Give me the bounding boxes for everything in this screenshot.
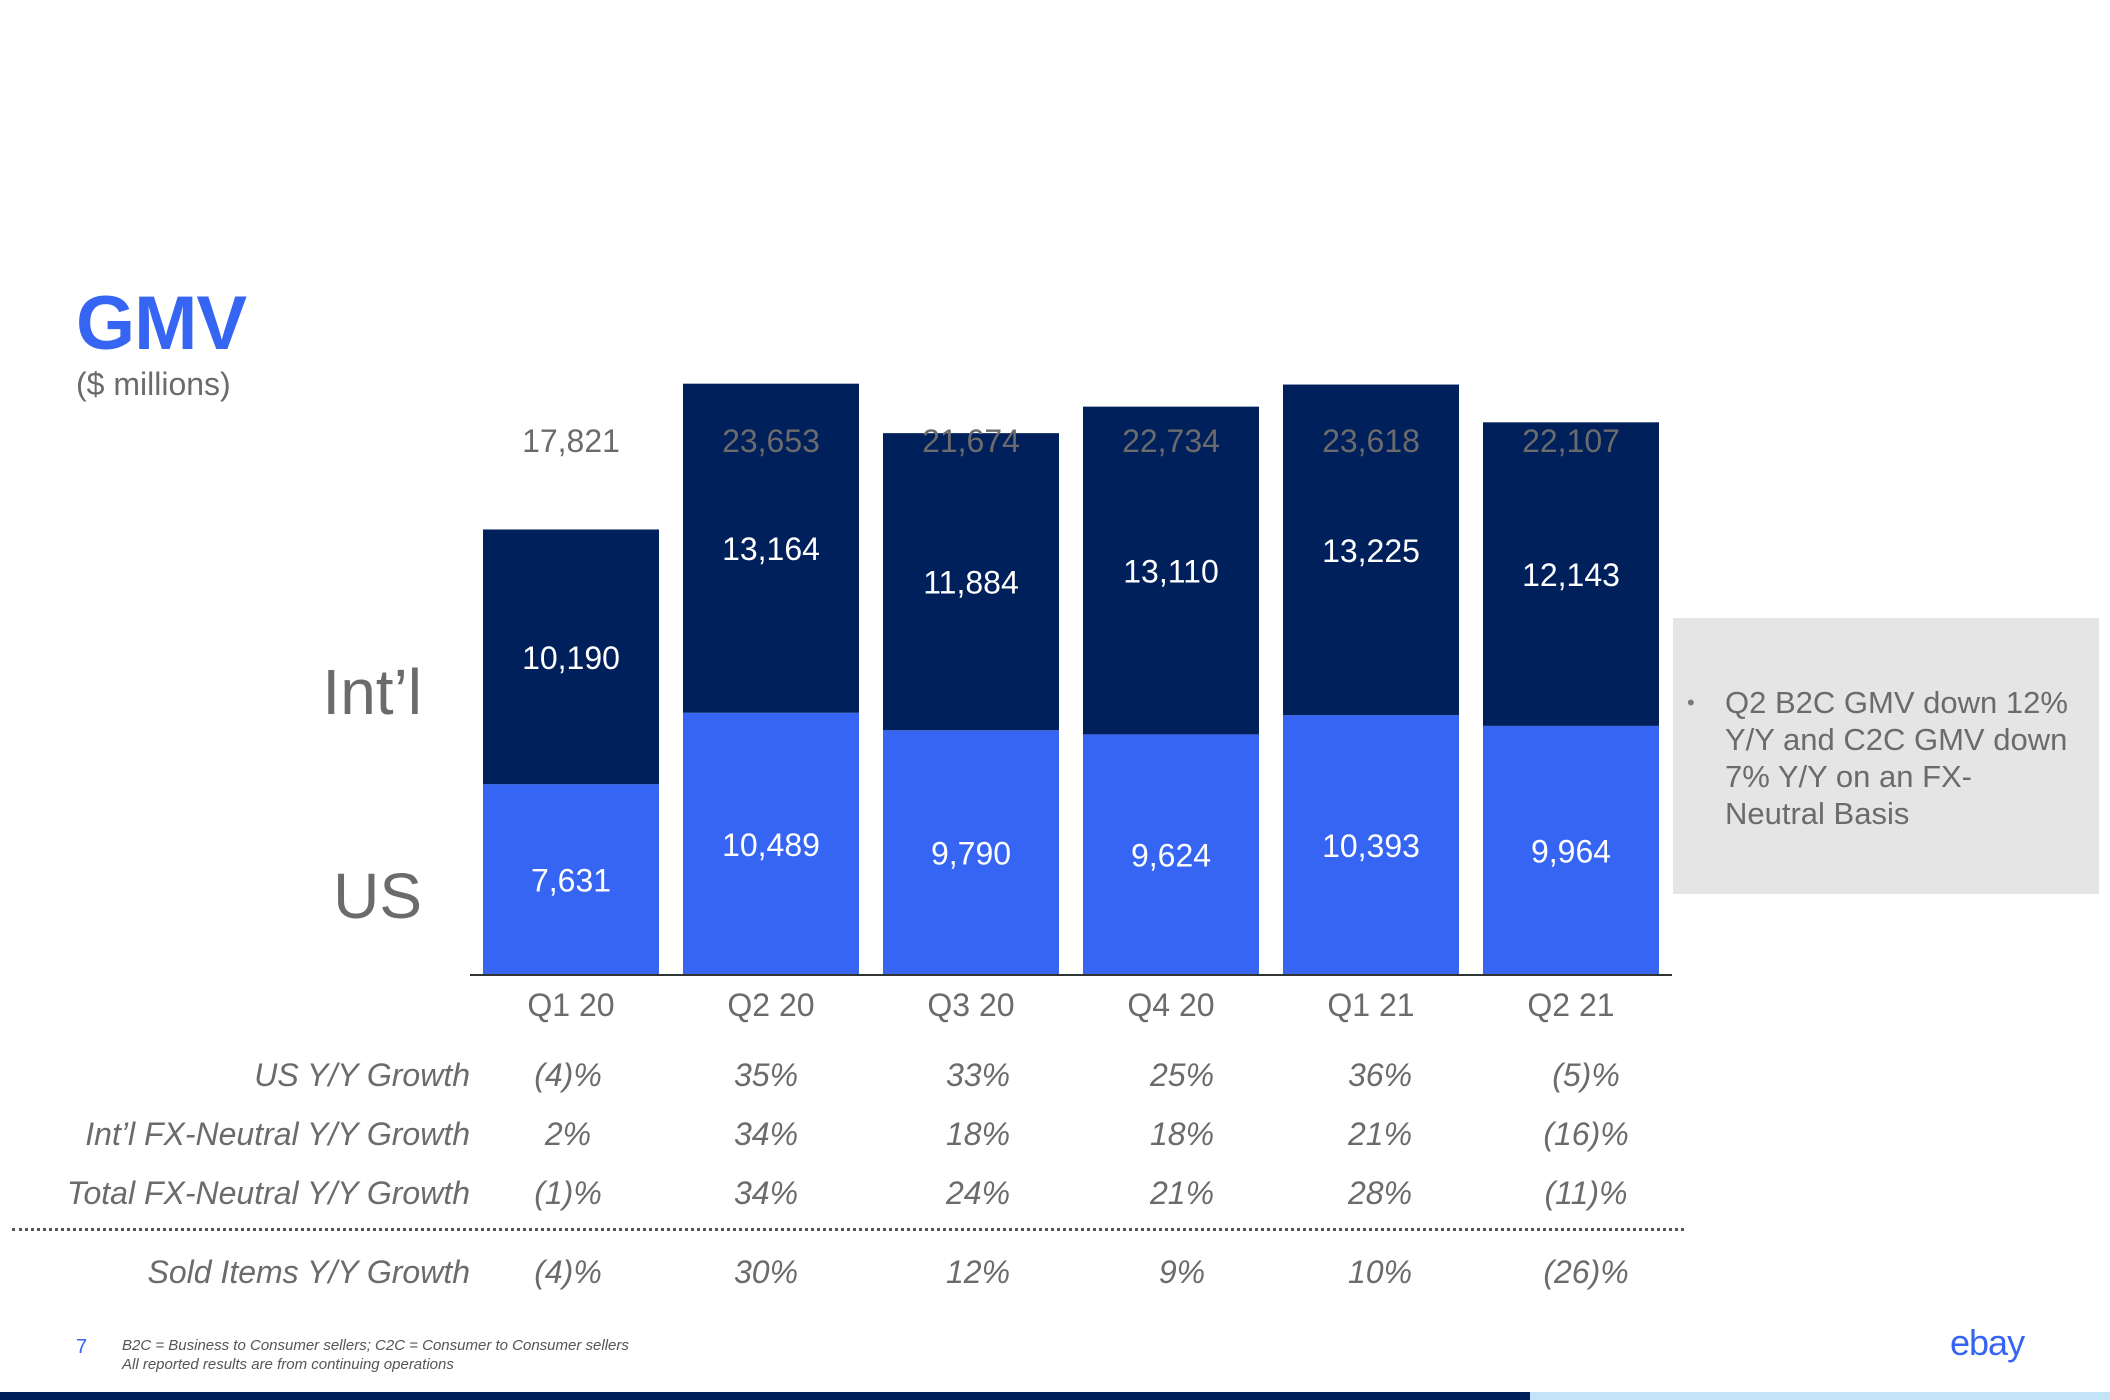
growth-cell-1-0: 2% — [544, 1116, 592, 1152]
growth-cell-0-4: 36% — [1347, 1057, 1413, 1093]
data-label-intl-0: 10,190 — [522, 640, 620, 676]
footnotes: B2C = Business to Consumer sellers; C2C … — [122, 1336, 629, 1374]
bar-intl-0 — [483, 529, 659, 785]
bottom-bar-light — [1530, 1392, 2110, 1400]
total-label-2: 21,674 — [922, 423, 1020, 459]
bottom-bar-navy — [0, 1392, 1530, 1400]
category-label-2: Q3 20 — [927, 987, 1014, 1023]
total-label-3: 22,734 — [1122, 423, 1220, 459]
total-label-4: 23,618 — [1322, 423, 1420, 459]
bar-us-3 — [1083, 734, 1259, 975]
callout-text: Q2 B2C GMV down 12% Y/Y and C2C GMV down… — [1725, 685, 2068, 831]
bar-intl-5 — [1483, 422, 1659, 726]
growth-row-label-2: Total FX-Neutral Y/Y Growth — [66, 1175, 470, 1211]
growth-cell-3-0: (4)% — [534, 1254, 602, 1290]
bullet-icon: • — [1687, 690, 1695, 715]
data-label-us-5: 9,964 — [1531, 833, 1611, 869]
series-label-intl: Int’l — [322, 656, 422, 728]
data-label-us-0: 7,631 — [531, 863, 611, 899]
growth-cell-1-3: 18% — [1149, 1116, 1215, 1152]
growth-cell-0-3: 25% — [1149, 1057, 1215, 1093]
callout-box: • Q2 B2C GMV down 12% Y/Y and C2C GMV do… — [1673, 618, 2099, 894]
growth-cell-3-3: 9% — [1158, 1254, 1206, 1290]
growth-cell-2-1: 34% — [733, 1175, 799, 1211]
data-label-us-2: 9,790 — [931, 836, 1011, 872]
data-label-intl-1: 13,164 — [722, 531, 820, 567]
data-label-us-3: 9,624 — [1131, 838, 1211, 874]
data-label-us-1: 10,489 — [722, 827, 820, 863]
data-label-intl-2: 11,884 — [923, 565, 1019, 601]
ebay-logo: ebay — [1950, 1322, 2025, 1363]
growth-row-label-3: Sold Items Y/Y Growth — [147, 1254, 470, 1290]
growth-cell-0-1: 35% — [733, 1057, 799, 1093]
growth-cell-0-0: (4)% — [534, 1057, 602, 1093]
growth-cell-1-1: 34% — [733, 1116, 799, 1152]
dotted-divider — [12, 1228, 1684, 1231]
growth-cell-2-0: (1)% — [534, 1175, 602, 1211]
page-subtitle: ($ millions) — [76, 366, 231, 402]
growth-cell-2-3: 21% — [1149, 1175, 1215, 1211]
total-label-0: 17,821 — [522, 423, 620, 459]
growth-cell-3-1: 30% — [733, 1254, 799, 1290]
series-label-us: US — [333, 860, 422, 932]
growth-cell-1-2: 18% — [945, 1116, 1011, 1152]
growth-cell-3-5: (26)% — [1543, 1254, 1629, 1290]
bar-us-0 — [483, 784, 659, 975]
growth-cell-2-5: (11)% — [1544, 1175, 1628, 1211]
growth-cell-0-2: 33% — [945, 1057, 1011, 1093]
growth-cell-1-4: 21% — [1347, 1116, 1413, 1152]
bar-intl-4 — [1283, 384, 1459, 716]
bar-us-4 — [1283, 715, 1459, 975]
data-label-intl-5: 12,143 — [1522, 557, 1620, 593]
bar-intl-3 — [1083, 406, 1259, 735]
data-label-intl-4: 13,225 — [1322, 533, 1420, 569]
bar-us-2 — [883, 730, 1059, 975]
growth-cell-2-4: 28% — [1347, 1175, 1413, 1211]
growth-cell-3-4: 10% — [1347, 1254, 1413, 1290]
growth-row-label-0: US Y/Y Growth — [254, 1057, 470, 1093]
bar-intl-2 — [883, 433, 1059, 731]
bar-us-5 — [1483, 725, 1659, 975]
growth-row-label-1: Int’l FX-Neutral Y/Y Growth — [85, 1116, 470, 1152]
page-number: 7 — [76, 1336, 88, 1358]
bar-intl-1 — [683, 383, 859, 713]
data-label-us-4: 10,393 — [1322, 828, 1420, 864]
bar-us-1 — [683, 712, 859, 975]
page-title: GMV — [76, 281, 247, 366]
category-label-3: Q4 20 — [1127, 987, 1214, 1023]
total-label-5: 22,107 — [1522, 423, 1620, 459]
growth-cell-3-2: 12% — [945, 1254, 1011, 1290]
growth-cell-2-2: 24% — [945, 1175, 1011, 1211]
data-label-intl-3: 13,110 — [1123, 554, 1219, 590]
gmv-stacked-bar-chart: 7,631 10,190 17,821 Q1 20 10,489 13,164 23,653… — [322, 383, 1672, 1023]
category-label-1: Q2 20 — [727, 987, 814, 1023]
footnote-2: All reported results are from continuing… — [122, 1356, 454, 1373]
category-label-4: Q1 21 — [1327, 987, 1414, 1023]
growth-cell-0-5: (5)% — [1552, 1057, 1620, 1093]
category-label-5: Q2 21 — [1527, 987, 1614, 1023]
growth-cell-1-5: (16)% — [1543, 1116, 1629, 1152]
category-label-0: Q1 20 — [527, 987, 614, 1023]
total-label-1: 23,653 — [722, 423, 820, 459]
footnote-1: B2C = Business to Consumer sellers; C2C … — [122, 1337, 629, 1354]
